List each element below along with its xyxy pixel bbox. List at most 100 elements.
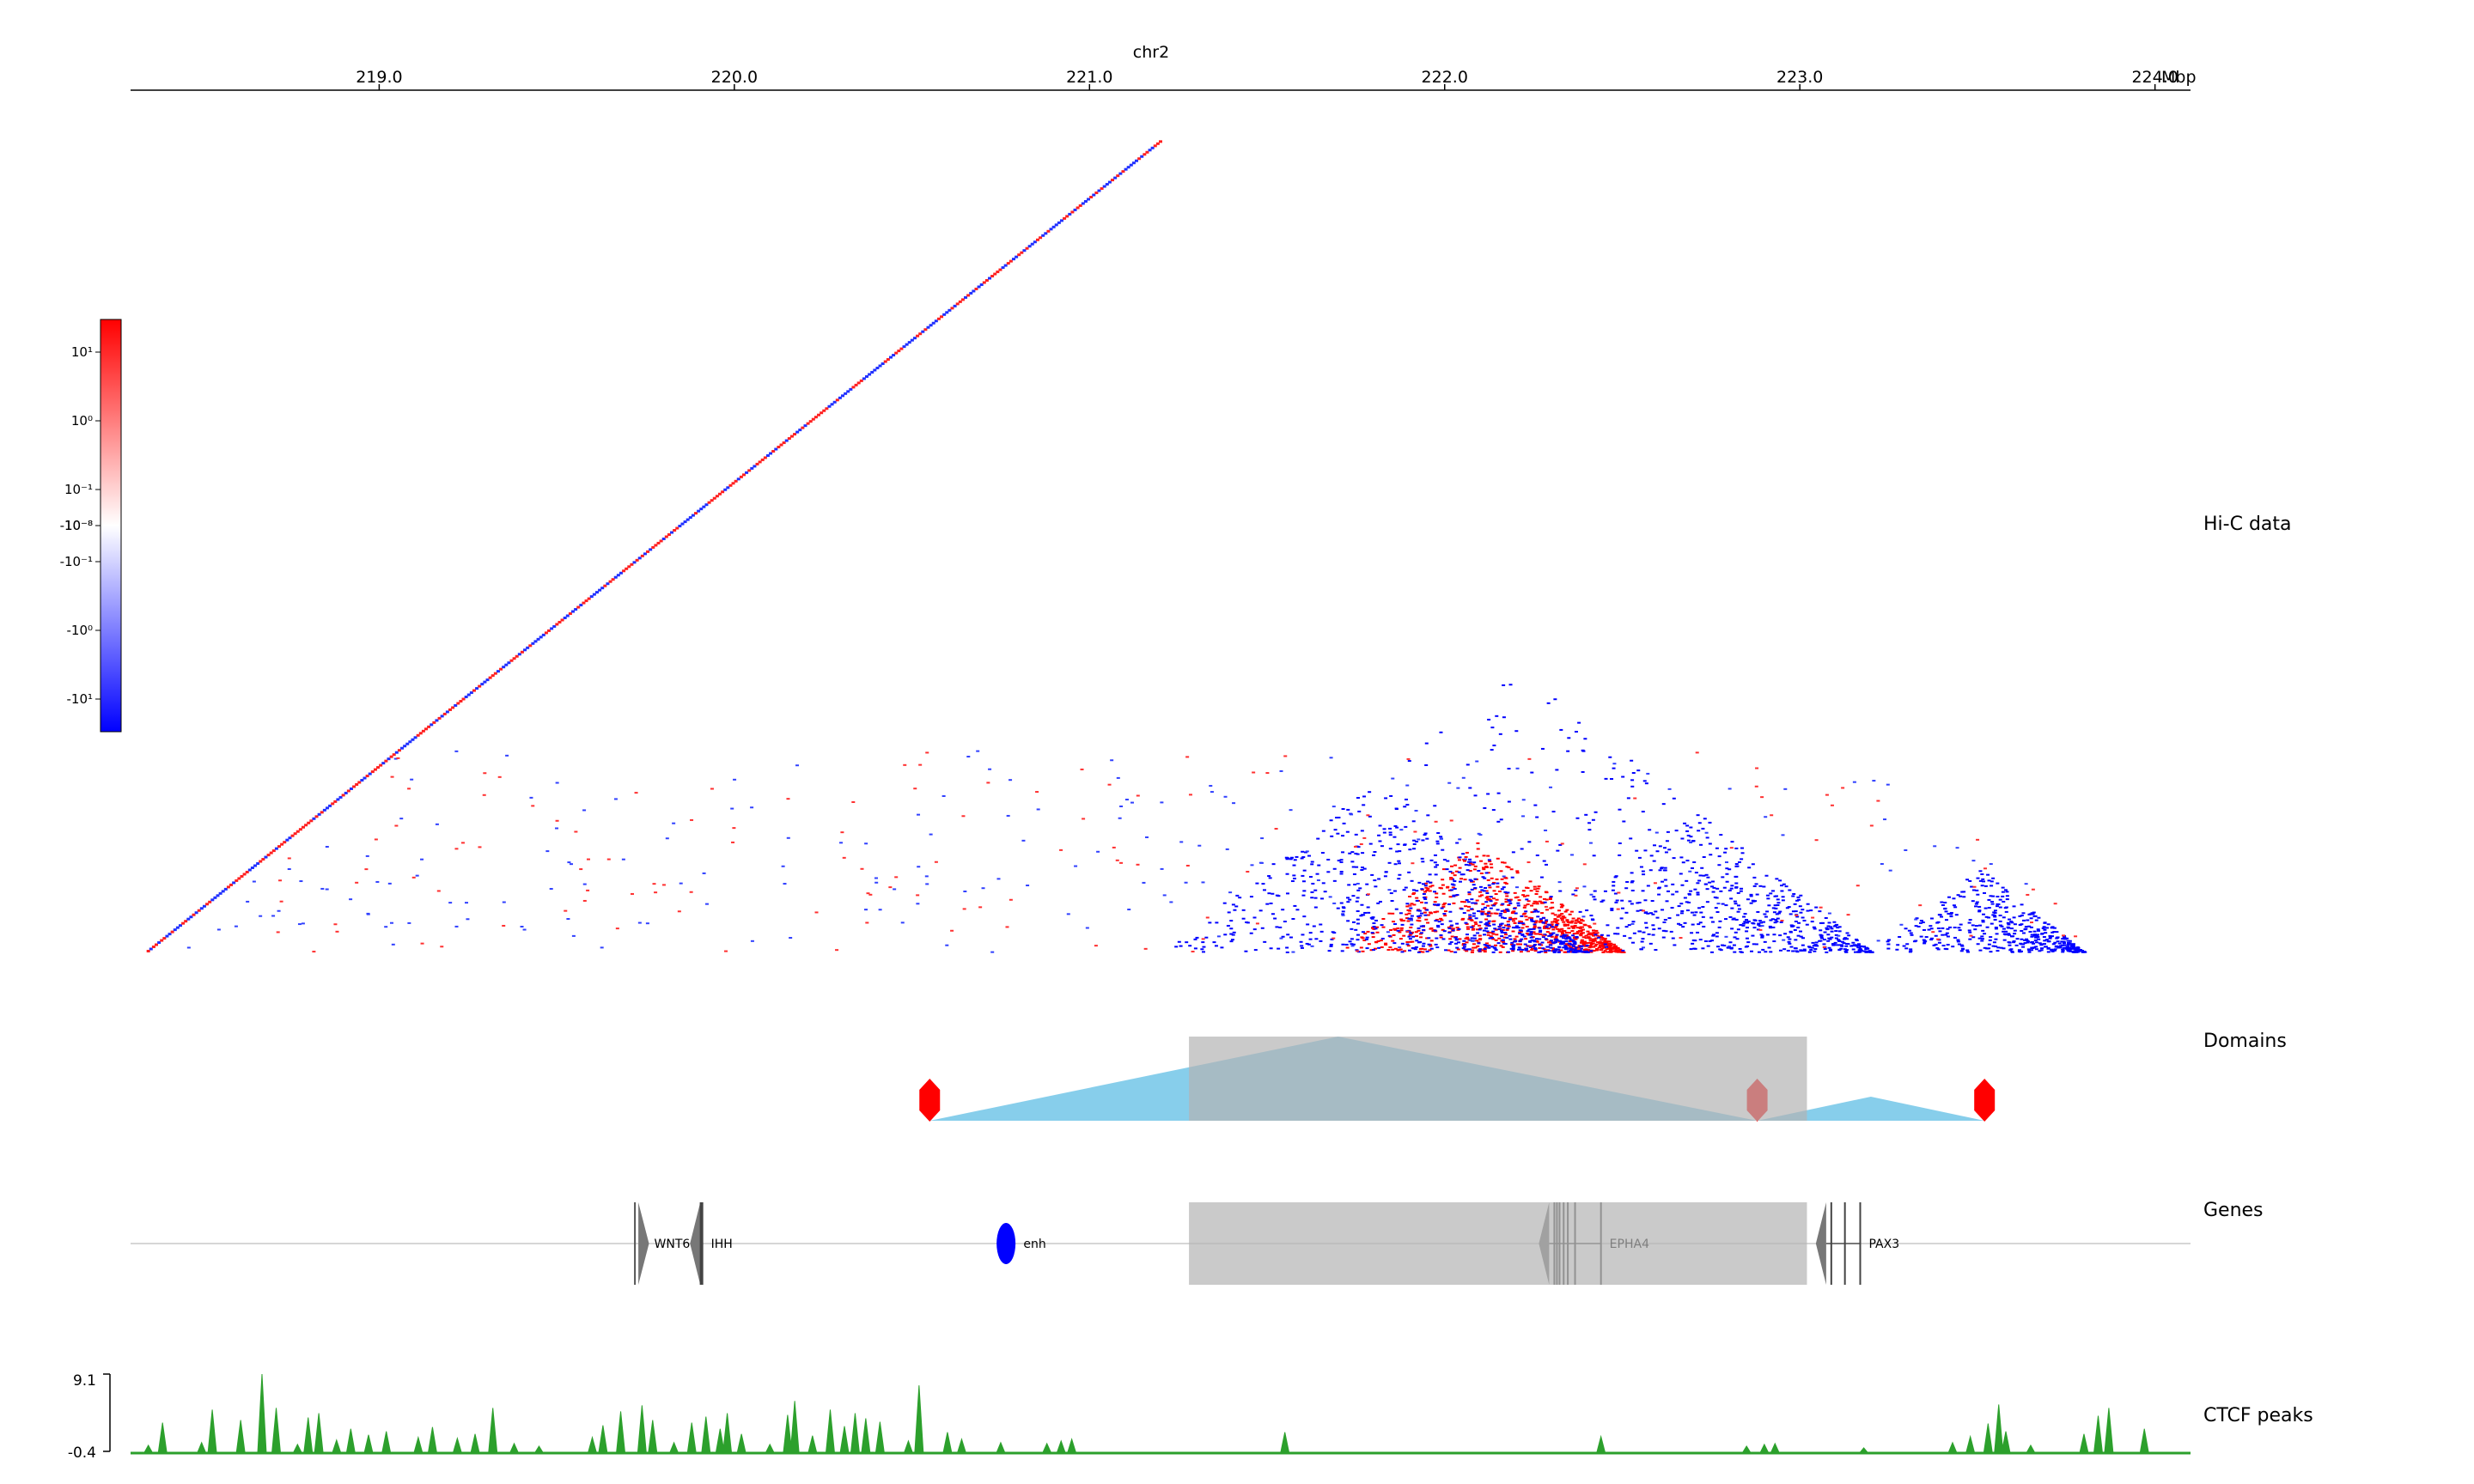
hic-contact-cell — [1290, 880, 1295, 883]
hic-contact-cell — [1664, 851, 1668, 854]
hic-contact-cell — [1728, 788, 1732, 790]
hic-contact-cell — [1335, 817, 1339, 819]
hic-contact-cell — [1898, 935, 1902, 938]
hic-contact-cell — [1394, 808, 1398, 811]
hic-contact-cell — [1456, 941, 1460, 944]
hic-contact-cell — [631, 892, 635, 895]
hic-contact-cell — [1513, 921, 1517, 924]
hic-contact-cell — [1702, 856, 1706, 859]
hic-diagonal-cell — [1044, 232, 1048, 235]
hic-diagonal-cell — [301, 825, 305, 829]
hic-diagonal-cell — [555, 623, 559, 626]
hic-contact-cell — [1476, 932, 1480, 934]
hic-contact-cell — [1960, 945, 1965, 947]
hic-contact-cell — [1423, 897, 1427, 899]
hic-diagonal-cell — [1145, 150, 1149, 154]
hic-contact-cell — [1308, 938, 1313, 940]
hic-diagonal-cell — [208, 900, 212, 903]
hic-contact-cell — [2070, 943, 2075, 946]
hic-contact-cell — [1423, 911, 1427, 914]
hic-diagonal-cell — [394, 751, 399, 754]
hic-contact-cell — [1936, 927, 1941, 929]
hic-contact-cell — [1827, 912, 1831, 915]
hic-contact-cell — [1384, 942, 1388, 945]
hic-contact-cell — [1279, 769, 1283, 772]
hic-contact-cell — [1504, 882, 1508, 885]
hic-contact-cell — [1832, 921, 1837, 923]
hic-diagonal-cell — [1025, 246, 1029, 250]
hic-contact-cell — [1689, 836, 1693, 838]
hic-contact-cell — [1602, 942, 1606, 945]
hic-contact-cell — [364, 868, 369, 871]
hic-contact-cell — [1486, 931, 1490, 934]
hic-contact-cell — [1705, 901, 1709, 903]
hic-contact-cell — [1226, 924, 1230, 927]
hic-contact-cell — [986, 782, 990, 784]
hic-contact-cell — [2026, 941, 2030, 944]
hic-contact-cell — [1592, 950, 1596, 952]
hic-contact-cell — [2024, 928, 2028, 930]
hic-diagonal-cell — [697, 509, 701, 513]
hic-contact-cell — [950, 929, 954, 932]
hic-contact-cell — [1598, 935, 1602, 938]
hic-diagonal-cell — [1102, 185, 1106, 188]
hic-contact-cell — [1591, 818, 1595, 821]
hic-contact-cell — [1495, 898, 1499, 901]
hic-contact-cell — [1733, 951, 1737, 953]
hic-contact-cell — [1398, 850, 1402, 853]
hic-contact-cell — [1524, 915, 1528, 918]
hic-contact-cell — [1277, 947, 1281, 950]
hic-contact-cell — [1398, 948, 1403, 951]
hic-contact-cell — [1703, 883, 1708, 885]
track-label-domains: Domains — [2203, 1031, 2287, 1052]
hic-contact-cell — [1771, 926, 1776, 928]
hic-contact-cell — [1487, 884, 1491, 886]
hic-contact-cell — [1754, 785, 1758, 788]
hic-diagonal-cell — [888, 356, 893, 359]
hic-contact-cell — [1329, 819, 1333, 822]
hic-diagonal-cell — [312, 817, 316, 820]
hic-contact-cell — [1589, 915, 1593, 917]
hic-diagonal-cell — [1030, 242, 1034, 246]
hic-contact-cell — [1685, 824, 1690, 827]
hic-contact-cell — [1246, 921, 1250, 924]
hic-contact-cell — [1205, 916, 1210, 919]
hic-diagonal-cell — [1135, 159, 1139, 162]
hic-contact-cell — [1654, 910, 1658, 913]
hic-contact-cell — [1507, 867, 1511, 869]
hic-contact-cell — [1574, 938, 1578, 940]
hic-diagonal-cell — [376, 766, 381, 769]
hic-contact-cell — [2048, 934, 2052, 937]
hic-contact-cell — [1544, 927, 1548, 929]
hic-contact-cell — [1610, 907, 1614, 909]
hic-contact-cell — [1536, 887, 1540, 890]
hic-contact-cell — [1945, 948, 1949, 951]
hic-diagonal-cell — [996, 271, 1000, 274]
hic-contact-cell — [1551, 941, 1555, 944]
hic-contact-cell — [1679, 937, 1683, 940]
hic-contact-cell — [1478, 834, 1483, 836]
hic-contact-cell — [1504, 901, 1508, 903]
hic-diagonal-cell — [835, 398, 839, 402]
hic-contact-cell — [1177, 940, 1181, 943]
hic-diagonal-cell — [736, 477, 740, 481]
hic-contact-cell — [1534, 920, 1539, 922]
hic-contact-cell — [2029, 926, 2033, 928]
hic-contact-cell — [1386, 931, 1390, 934]
hic-contact-cell — [2020, 903, 2024, 906]
hic-contact-cell — [1490, 936, 1494, 939]
hic-contact-cell — [860, 867, 864, 870]
hic-contact-cell — [1757, 951, 1761, 953]
hic-contact-cell — [1598, 946, 1602, 949]
hic-diagonal-cell — [223, 887, 228, 891]
hic-diagonal-cell — [630, 563, 634, 566]
hic-contact-cell — [1477, 869, 1481, 872]
hic-contact-cell — [1005, 926, 1009, 928]
hic-contact-cell — [1216, 935, 1221, 938]
hic-contact-cell — [1525, 947, 1529, 950]
hic-contact-cell — [520, 925, 524, 928]
hic-contact-cell — [1801, 937, 1806, 940]
hic-contact-cell — [1610, 778, 1614, 781]
hic-contact-cell — [1350, 861, 1355, 863]
hic-diagonal-cell — [440, 715, 444, 718]
